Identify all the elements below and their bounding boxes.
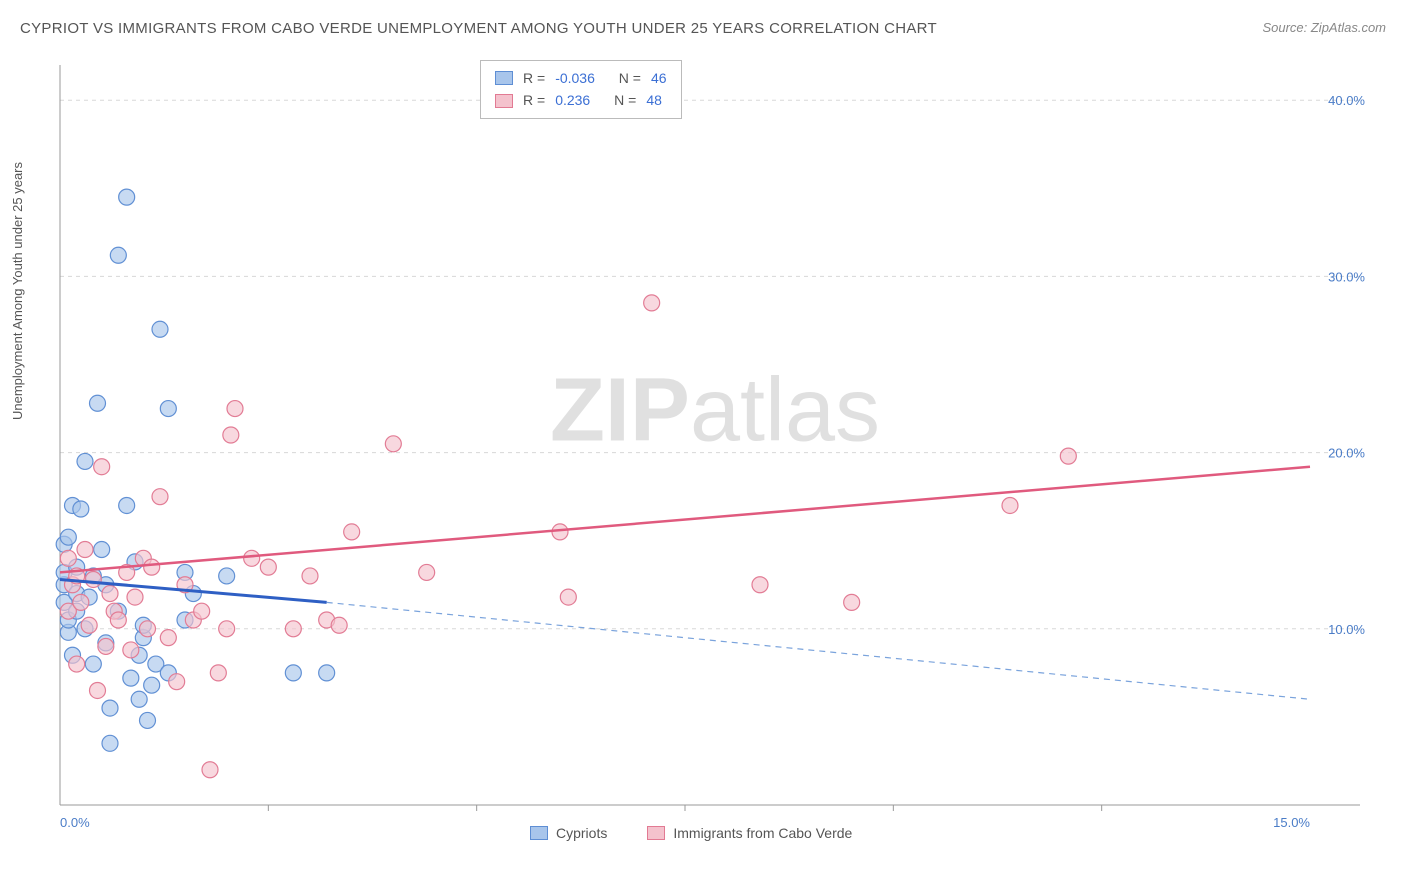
legend-label: Immigrants from Cabo Verde [673,825,852,841]
swatch-icon [647,826,665,840]
stats-row: R = 0.236 N = 48 [495,89,667,111]
r-value: 0.236 [555,89,590,111]
scatter-plot: ZIPatlas 10.0%20.0%30.0%40.0%0.0%15.0% R… [50,55,1380,845]
svg-text:40.0%: 40.0% [1328,93,1365,108]
n-value: 46 [651,67,667,89]
svg-text:0.0%: 0.0% [60,815,90,830]
correlation-stats-box: R = -0.036 N = 46 R = 0.236 N = 48 [480,60,682,119]
chart-canvas: 10.0% 20.0% 30.0% 40.0% 0.0% 15.0% [50,55,1380,845]
svg-text:15.0%: 15.0% [1273,815,1310,830]
legend-item: Cypriots [530,825,607,841]
r-value: -0.036 [555,67,595,89]
svg-text:20.0%: 20.0% [1328,446,1365,461]
legend: Cypriots Immigrants from Cabo Verde [530,825,852,841]
legend-label: Cypriots [556,825,607,841]
r-label: R = [523,67,545,89]
svg-text:10.0%: 10.0% [1328,622,1365,637]
source-attribution: Source: ZipAtlas.com [1262,20,1386,35]
swatch-icon [495,71,513,85]
stats-row: R = -0.036 N = 46 [495,67,667,89]
n-value: 48 [646,89,662,111]
swatch-icon [530,826,548,840]
n-label: N = [614,89,636,111]
chart-title: CYPRIOT VS IMMIGRANTS FROM CABO VERDE UN… [20,20,937,37]
swatch-icon [495,94,513,108]
svg-text:30.0%: 30.0% [1328,269,1365,284]
n-label: N = [619,67,641,89]
y-axis-label: Unemployment Among Youth under 25 years [10,162,25,420]
legend-item: Immigrants from Cabo Verde [647,825,852,841]
r-label: R = [523,89,545,111]
